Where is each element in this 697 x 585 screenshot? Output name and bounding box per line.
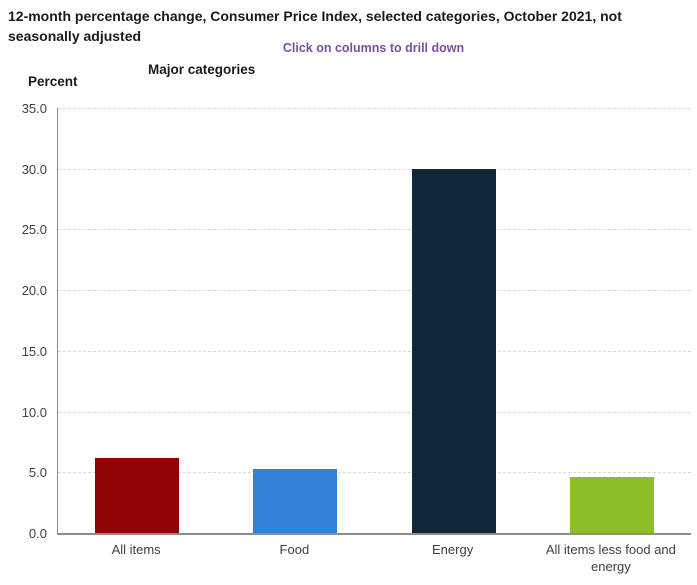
y-tick-label-20.0: 20.0 [21,283,47,299]
y-axis-tick-labels: 0.0 5.0 10.0 15.0 20.0 25.0 30.0 35.0 [0,101,47,541]
gridline-10.0 [58,411,691,413]
y-tick-label-5.0: 5.0 [28,465,47,481]
percent-axis-label: Percent [28,74,78,89]
y-tick-label-25.0: 25.0 [21,222,47,238]
gridline-35.0 [58,108,691,109]
x-axis-category-labels: All items Food Energy All items less food a… [57,541,690,581]
bar-food[interactable] [253,468,338,533]
x-category-label-energy: Energy [432,542,474,557]
bar-all-items-less-food-and-energy[interactable] [569,477,654,533]
x-category-label-all-items: All items [111,542,161,557]
y-tick-label-35.0: 35.0 [21,101,47,116]
gridline-30.0 [58,168,691,170]
gridline-25.0 [58,229,691,231]
gridline-5.0 [58,472,691,474]
bar-energy[interactable] [411,168,496,533]
plot-area [57,108,691,535]
x-category-label-all-items-less-food-and-energy: All items less food and energy [545,542,676,574]
drill-down-hint: Click on columns to drill down [282,41,465,55]
gridline-15.0 [58,350,691,352]
major-categories-label: Major categories [148,62,256,77]
y-tick-label-15.0: 15.0 [21,343,47,359]
bar-all-items[interactable] [95,457,180,533]
y-tick-label-0.0: 0.0 [28,526,47,541]
gridline-20.0 [58,290,691,292]
chart-title: 12-month percentage change, Consumer Pri… [8,8,622,44]
y-tick-label-30.0: 30.0 [21,161,47,177]
y-tick-label-10.0: 10.0 [21,404,47,420]
x-category-label-food: Food [279,542,310,557]
